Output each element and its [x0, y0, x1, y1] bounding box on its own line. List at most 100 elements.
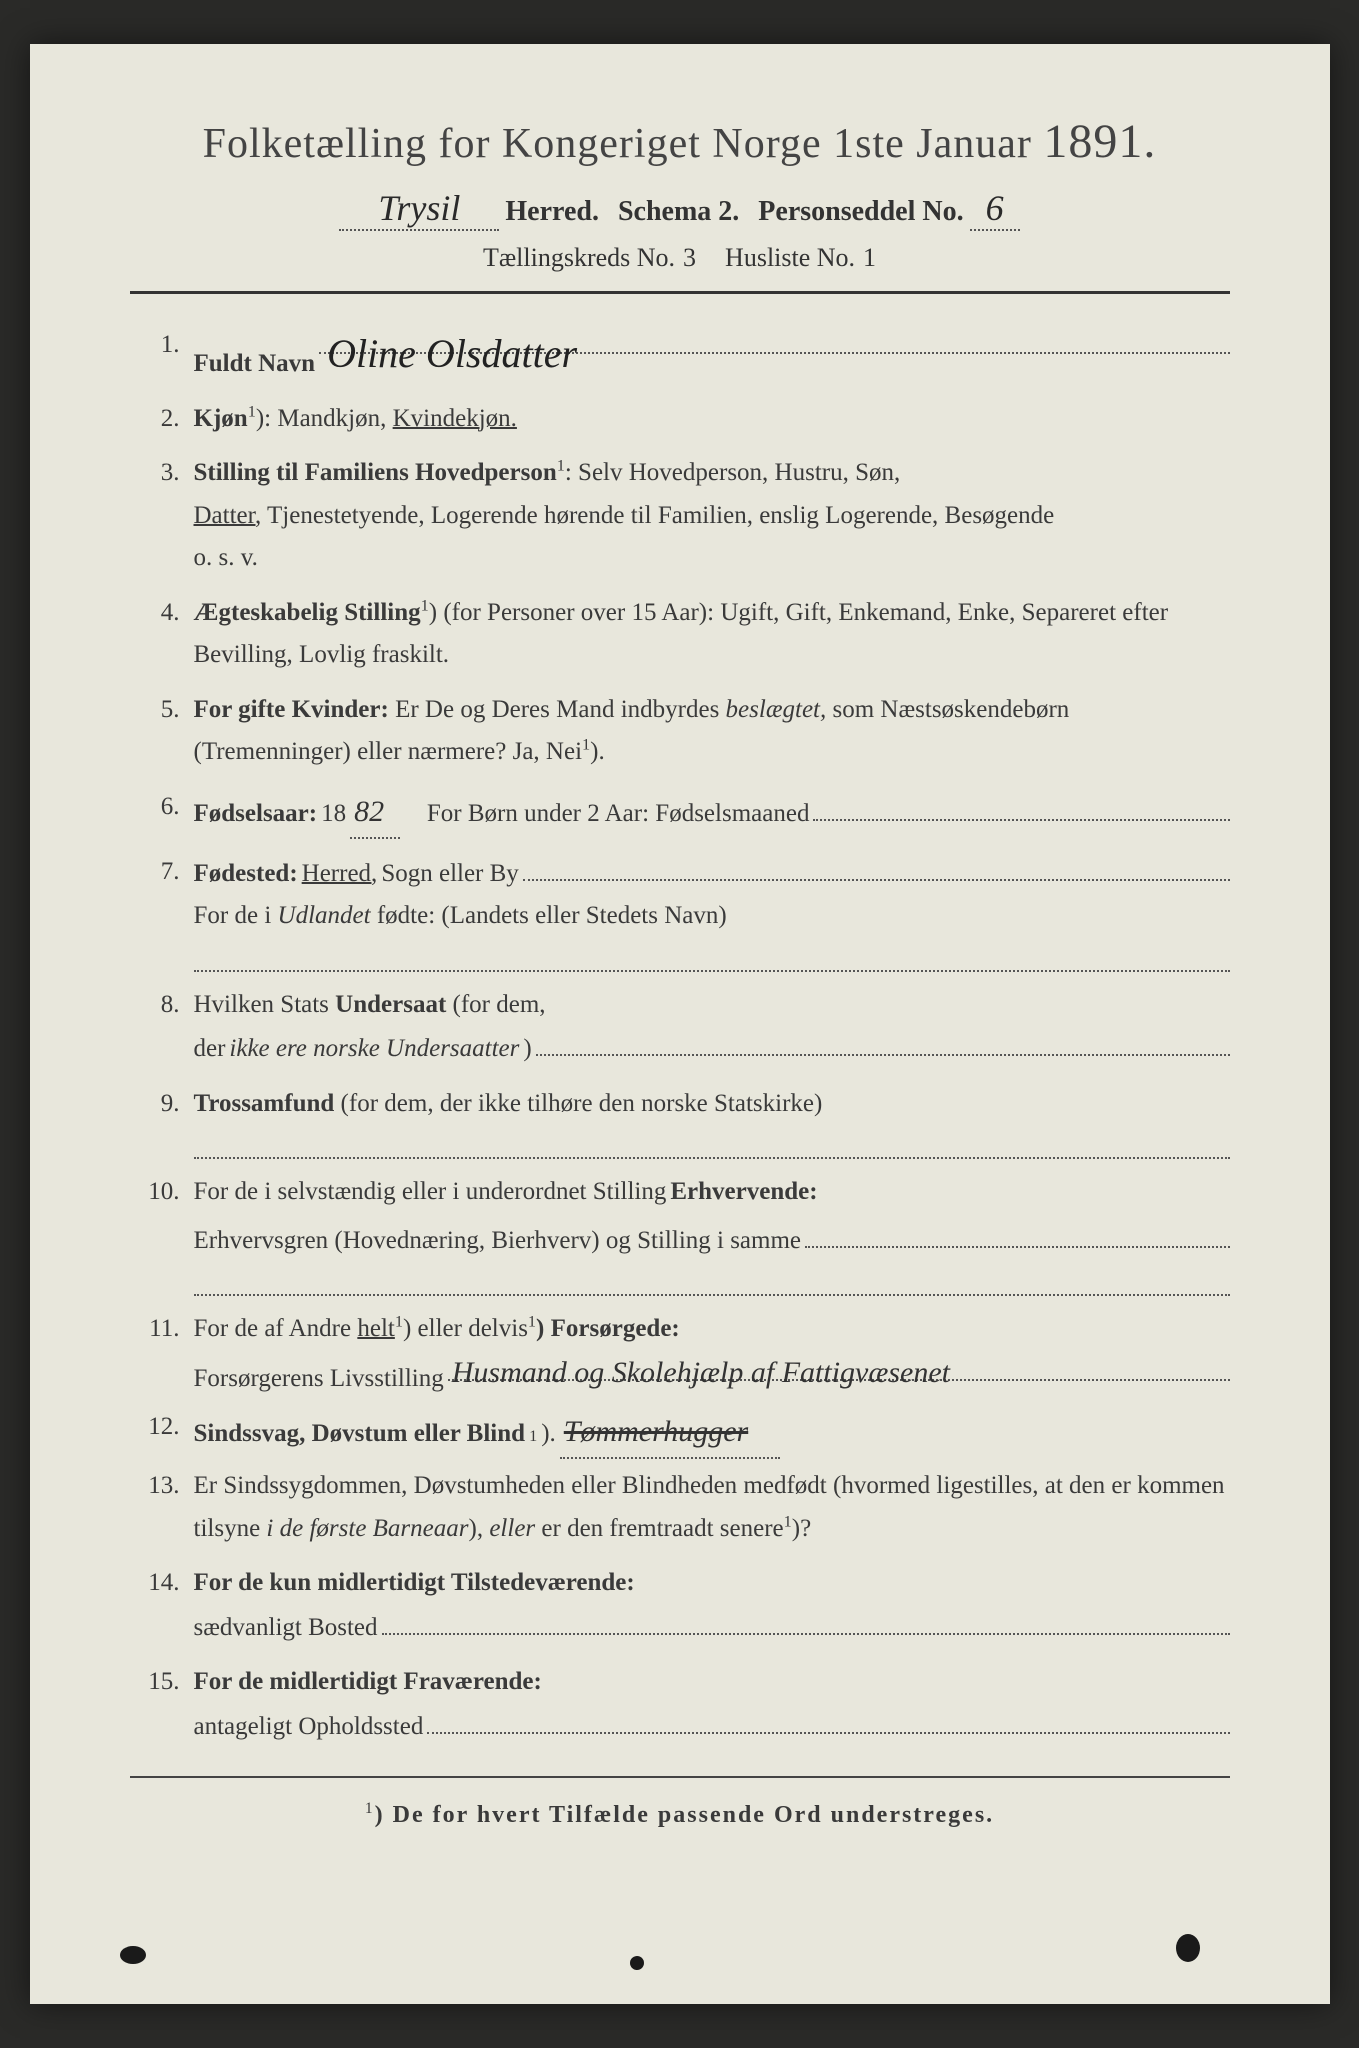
item-1: 1. Fuldt Navn Oline Olsdatter [140, 324, 1230, 386]
q5-end: ). [590, 738, 605, 765]
q9-label: Trossamfund [194, 1090, 335, 1117]
husliste-value: 1 [863, 243, 876, 273]
q4-sup: 1 [421, 596, 429, 614]
q5-ital1: beslægtet, [726, 696, 827, 723]
q12-value: Tømmerhugger [560, 1406, 780, 1459]
q11-value: Husmand og Skolehjælp af Fattigvæsenet [448, 1356, 954, 1389]
q8-line [536, 1026, 1230, 1056]
item-body: Fødested: Herred, Sogn eller By For de i… [194, 851, 1230, 972]
item-body: Trossamfund (for dem, der ikke tilhøre d… [194, 1083, 1230, 1160]
q7-line2 [194, 942, 1230, 972]
census-form-page: Folketælling for Kongeriget Norge 1ste J… [30, 44, 1330, 2004]
item-num: 3. [140, 452, 194, 495]
item-13: 13. Er Sindssygdommen, Døvstumheden elle… [140, 1465, 1230, 1550]
item-body: For de af Andre helt1) eller delvis1) Fo… [194, 1308, 1230, 1400]
q1-label: Fuldt Navn [194, 343, 316, 386]
q8-text2: (for dem, [446, 991, 545, 1018]
item-6: 6. Fødselsaar: 1882 For Børn under 2 Aar… [140, 786, 1230, 839]
item-body: Hvilken Stats Undersaat (for dem, der ik… [194, 984, 1230, 1071]
personseddel-value: 6 [970, 187, 1020, 231]
q5-text1: Er De og Deres Mand indbyrdes [389, 696, 726, 723]
q10-line2 [194, 1266, 1230, 1296]
q12-sup: 1 [529, 1423, 537, 1451]
header-line-3: Tællingskreds No. 3 Husliste No. 1 [130, 243, 1230, 273]
title-year: 1891. [1043, 115, 1156, 168]
q3-text2: Tjenestetyende, Logerende hørende til Fa… [261, 502, 1054, 529]
kreds-label: Tællingskreds No. [483, 243, 675, 273]
item-body: Sindssvag, Døvstum eller Blind1). Tømmer… [194, 1406, 1230, 1459]
item-body: For gifte Kvinder: Er De og Deres Mand i… [194, 689, 1230, 774]
q7-text3: fødte: (Landets eller Stedets Navn) [371, 902, 727, 929]
header-line-2: Trysil Herred. Schema 2. Personseddel No… [130, 187, 1230, 231]
item-num: 2. [140, 398, 194, 441]
item-8: 8. Hvilken Stats Undersaat (for dem, der… [140, 984, 1230, 1071]
item-body: Er Sindssygdommen, Døvstumheden eller Bl… [194, 1465, 1230, 1550]
schema-label: Schema 2. [618, 196, 739, 228]
q7-line1 [523, 851, 1230, 881]
q8-ital: ikke ere norske Undersaatter [229, 1028, 519, 1071]
item-12: 12. Sindssvag, Døvstum eller Blind1). Tø… [140, 1406, 1230, 1459]
item-3: 3. Stilling til Familiens Hovedperson1: … [140, 452, 1230, 580]
q8-text1: Hvilken Stats [194, 991, 336, 1018]
item-body: For de midlertidigt Fraværende: antageli… [194, 1661, 1230, 1748]
q13-text2: ), [469, 1515, 490, 1542]
q2-opt-female: Kvindekjøn. [393, 405, 517, 432]
q8-paren: ) [523, 1028, 531, 1071]
q9-line [194, 1129, 1230, 1159]
item-body: Fuldt Navn Oline Olsdatter [194, 324, 1230, 386]
q7-text1: Sogn eller By [381, 853, 519, 896]
q6-label: Fødselsaar: [194, 793, 318, 836]
form-items: 1. Fuldt Navn Oline Olsdatter 2. Kjøn1):… [130, 324, 1230, 1748]
q6-year-value: 82 [350, 786, 400, 839]
q13-sup: 1 [784, 1512, 792, 1530]
item-num: 1. [140, 324, 194, 367]
item-num: 4. [140, 592, 194, 635]
item-num: 11. [140, 1308, 194, 1351]
q10-text2: Erhvervsgren (Hovednæring, Bierhverv) og… [194, 1220, 802, 1263]
item-7: 7. Fødested: Herred, Sogn eller By For d… [140, 851, 1230, 972]
q13-end: )? [792, 1515, 811, 1542]
item-10: 10. For de i selvstændig eller i underor… [140, 1171, 1230, 1296]
item-14: 14. For de kun midlertidigt Tilstedevære… [140, 1562, 1230, 1649]
ink-spot [120, 1946, 146, 1964]
herred-value: Trysil [339, 187, 499, 231]
q7-label: Fødested: [194, 853, 298, 896]
q7-ital: Udlandet [278, 902, 371, 929]
divider-bottom [130, 1776, 1230, 1778]
footnote-sup: 1 [365, 1800, 375, 1817]
q7-opt-herred: Herred, [302, 853, 378, 896]
q10-line1 [805, 1218, 1229, 1248]
q11-sup2: 1 [528, 1313, 536, 1331]
q5-sup: 1 [582, 736, 590, 754]
item-num: 5. [140, 689, 194, 732]
item-body: Ægteskabelig Stilling1) (for Personer ov… [194, 592, 1230, 677]
q8-text3: der [194, 1028, 226, 1071]
q14-label: For de kun midlertidigt Tilstedeværende: [194, 1569, 635, 1596]
item-5: 5. For gifte Kvinder: Er De og Deres Man… [140, 689, 1230, 774]
item-num: 14. [140, 1562, 194, 1605]
item-num: 8. [140, 984, 194, 1027]
item-body: Stilling til Familiens Hovedperson1: Sel… [194, 452, 1230, 580]
q15-label: For de midlertidigt Fraværende: [194, 1668, 542, 1695]
item-body: Kjøn1): Mandkjøn, Kvindekjøn. [194, 398, 1230, 441]
kreds-value: 3 [683, 243, 696, 273]
item-num: 10. [140, 1171, 194, 1214]
footnote: 1) De for hvert Tilfælde passende Ord un… [130, 1800, 1230, 1829]
q11-text2: ) eller [403, 1315, 468, 1342]
q6-year-prefix: 18 [321, 793, 346, 836]
q13-ital2: eller [489, 1515, 535, 1542]
form-header: Folketælling for Kongeriget Norge 1ste J… [130, 114, 1230, 273]
q3-label: Stilling til Familiens Hovedperson [194, 459, 557, 486]
q3-opt-datter: Datter, [194, 502, 262, 529]
q1-value-line: Oline Olsdatter [319, 324, 1229, 354]
q11-u2: delvis [468, 1315, 528, 1342]
item-9: 9. Trossamfund (for dem, der ikke tilhør… [140, 1083, 1230, 1160]
q2-opt-male: Mandkjøn, [277, 405, 386, 432]
q12-label: Sindssvag, Døvstum eller Blind [194, 1413, 526, 1456]
q14-sub: sædvanligt Bosted [194, 1607, 378, 1650]
q10-label: Erhvervende: [670, 1171, 817, 1214]
q3-osv: o. s. v. [194, 544, 258, 571]
item-num: 9. [140, 1083, 194, 1126]
husliste-label: Husliste No. [725, 243, 855, 273]
ink-spot [630, 1956, 644, 1970]
